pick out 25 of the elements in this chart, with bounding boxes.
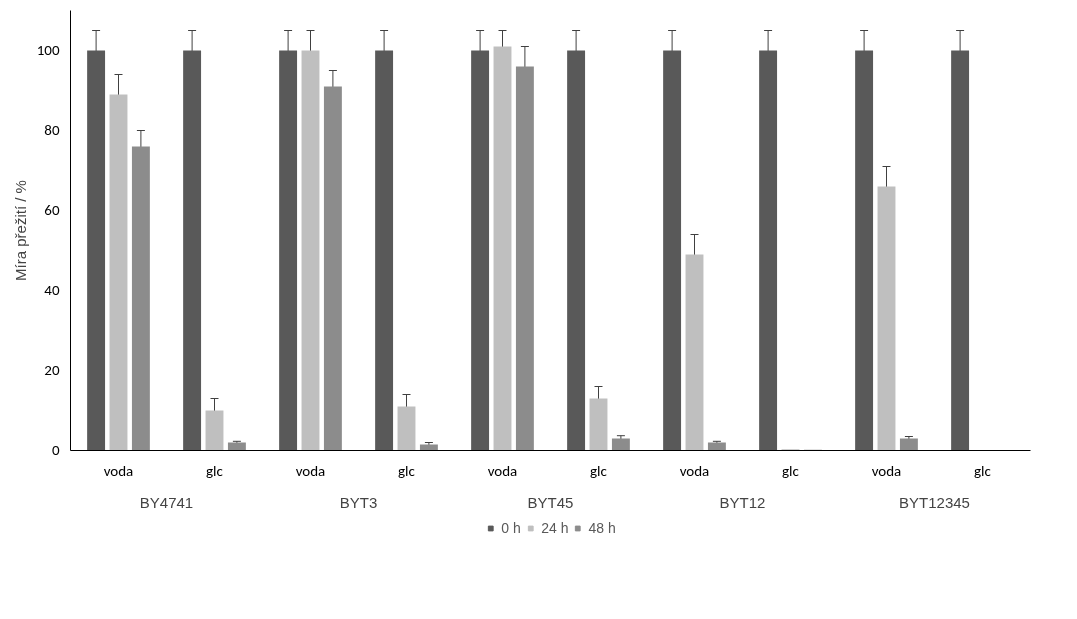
x-tick-label: voda (487, 461, 518, 480)
y-tick-label: 60 (44, 201, 60, 219)
y-tick-label: 100 (36, 41, 60, 59)
x-tick-label: glc (398, 461, 416, 480)
x-tick-label: glc (590, 461, 608, 480)
x-tick-label: glc (206, 461, 224, 480)
text: BY4741 (139, 493, 194, 511)
text: BYT45 (527, 493, 574, 511)
legend-label: 0 h (501, 520, 522, 536)
text: BYT12345 (899, 493, 970, 511)
y-axis-title: Míra přežití / % (11, 180, 29, 281)
y-tick-label: 40 (44, 281, 60, 299)
legend-label: 48 h (588, 520, 616, 536)
text: BYT12 (719, 493, 766, 511)
text: BYT3 (339, 493, 378, 511)
y-tick-label: 20 (44, 361, 60, 379)
x-tick-label: voda (295, 461, 326, 480)
x-tick-label: voda (679, 461, 710, 480)
y-tick-label: 0 (51, 441, 60, 459)
x-tick-label: voda (103, 461, 134, 480)
x-tick-label: glc (974, 461, 992, 480)
x-tick-label: glc (782, 461, 800, 480)
y-tick-label: 80 (44, 121, 60, 139)
x-tick-label: voda (871, 461, 902, 480)
legend-label: 24 h (541, 520, 569, 536)
